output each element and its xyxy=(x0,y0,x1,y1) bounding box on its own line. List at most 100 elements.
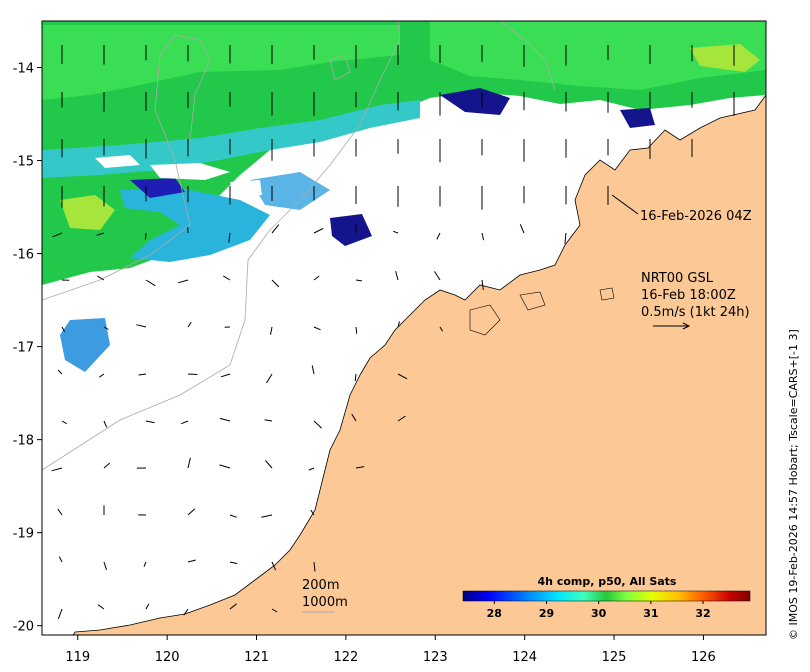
current-vector xyxy=(220,373,231,378)
x-tick-label: 119 xyxy=(65,650,90,665)
colorbar-ticks: 28 29 30 31 32 xyxy=(487,601,711,620)
current-vector xyxy=(308,467,315,471)
current-vector xyxy=(313,326,321,331)
colorbar-tick-label: 32 xyxy=(695,607,710,620)
colorbar xyxy=(462,590,751,602)
current-vector xyxy=(143,561,147,567)
current-vector xyxy=(61,420,67,425)
credit-label: © IMOS 19-Feb-2026 14:57 Hobart; Tscale=… xyxy=(787,329,800,640)
current-vector xyxy=(261,514,273,518)
current-vector xyxy=(178,279,189,284)
land-mass xyxy=(72,94,766,635)
depth-1000-label: 1000m xyxy=(302,595,348,610)
image-time-label: 16-Feb-2026 04Z xyxy=(640,209,752,224)
sst-patch-cold xyxy=(620,108,655,128)
current-vector xyxy=(57,508,63,516)
current-vector xyxy=(271,608,278,613)
current-vector xyxy=(52,232,63,238)
current-vector xyxy=(97,604,105,610)
sst-band-cyan xyxy=(42,100,420,178)
x-tick-label: 125 xyxy=(602,650,627,665)
current-vector xyxy=(354,373,357,382)
current-vector xyxy=(351,413,357,422)
current-time-label: 16-Feb 18:00Z xyxy=(641,288,736,303)
current-vector xyxy=(229,603,237,610)
sst-patch-cold xyxy=(440,88,510,115)
current-vector xyxy=(187,373,198,375)
current-vector xyxy=(57,369,63,375)
current-vector xyxy=(51,467,63,472)
current-vector xyxy=(223,275,231,281)
current-vector xyxy=(313,275,320,281)
y-tick-label: -14 xyxy=(13,62,34,77)
current-vector xyxy=(97,275,105,281)
current-vector xyxy=(183,608,189,616)
x-tick-label: 122 xyxy=(333,650,358,665)
current-product-label: NRT00 GSL xyxy=(641,271,714,286)
current-vector xyxy=(397,321,400,328)
contour-1000m xyxy=(329,54,351,81)
current-vector xyxy=(187,559,196,563)
current-vector xyxy=(271,279,280,288)
current-vector xyxy=(229,561,238,565)
current-vector xyxy=(219,417,231,422)
current-vector xyxy=(271,561,277,571)
current-vector xyxy=(187,321,192,328)
sst-patch-cold xyxy=(130,178,185,198)
current-vector xyxy=(310,509,315,516)
x-tick-label: 126 xyxy=(691,650,716,665)
sst-band-cyan xyxy=(120,188,270,262)
island xyxy=(599,287,615,301)
x-tick-label: 121 xyxy=(244,650,269,665)
current-vector xyxy=(266,373,273,384)
colorbar-title: 4h comp, p50, All Sats xyxy=(538,575,677,588)
map-frame xyxy=(41,20,767,636)
colorbar-tick-label: 28 xyxy=(487,607,502,620)
current-vector xyxy=(265,460,273,469)
current-vector xyxy=(313,561,316,572)
vector-scale-arrow xyxy=(653,322,691,330)
current-vector xyxy=(219,464,231,469)
contour-1000m xyxy=(42,34,211,301)
current-vector xyxy=(270,326,273,335)
vector-scale-label: 0.5m/s (1kt 24h) xyxy=(641,305,750,320)
y-tick-label: -15 xyxy=(13,155,34,170)
y-tick-label: -17 xyxy=(13,341,34,356)
y-tick-label: -18 xyxy=(13,434,34,449)
colorbar-tick-label: 30 xyxy=(591,607,607,620)
current-vector xyxy=(481,279,484,290)
sst-patch-bright xyxy=(430,21,766,90)
current-vector xyxy=(355,326,358,334)
current-vector xyxy=(99,373,105,378)
current-vector xyxy=(395,270,399,281)
x-tick-label: 120 xyxy=(155,650,180,665)
island xyxy=(519,291,546,311)
current-vectors xyxy=(51,45,735,619)
sst-patch-yellow xyxy=(690,44,760,72)
y-axis: -14 -15 -16 -17 -18 -19 -20 xyxy=(13,62,42,635)
sst-band-lightblue xyxy=(60,318,110,372)
current-vector xyxy=(103,420,108,428)
contour-1000m xyxy=(499,21,556,91)
y-tick-label: -19 xyxy=(13,527,34,542)
cloud-gap xyxy=(150,163,230,180)
current-vector xyxy=(145,420,155,424)
sst-patch-bright xyxy=(42,25,400,100)
sst-band-lightblue xyxy=(250,172,330,210)
current-vector xyxy=(144,232,147,240)
cloud-gap xyxy=(95,155,140,168)
current-vector xyxy=(564,232,567,244)
current-vector xyxy=(103,326,109,330)
current-vector xyxy=(434,271,441,281)
depth-200-label: 200m xyxy=(302,578,339,593)
current-vector xyxy=(397,373,408,380)
current-vector xyxy=(103,462,111,469)
current-vector xyxy=(439,326,444,332)
x-tick-label: 123 xyxy=(423,650,448,665)
current-vector xyxy=(311,365,315,375)
current-vector xyxy=(271,224,280,234)
sst-patch-yellow xyxy=(60,195,115,230)
sst-swath-warm xyxy=(42,21,766,285)
current-vector xyxy=(57,608,63,619)
